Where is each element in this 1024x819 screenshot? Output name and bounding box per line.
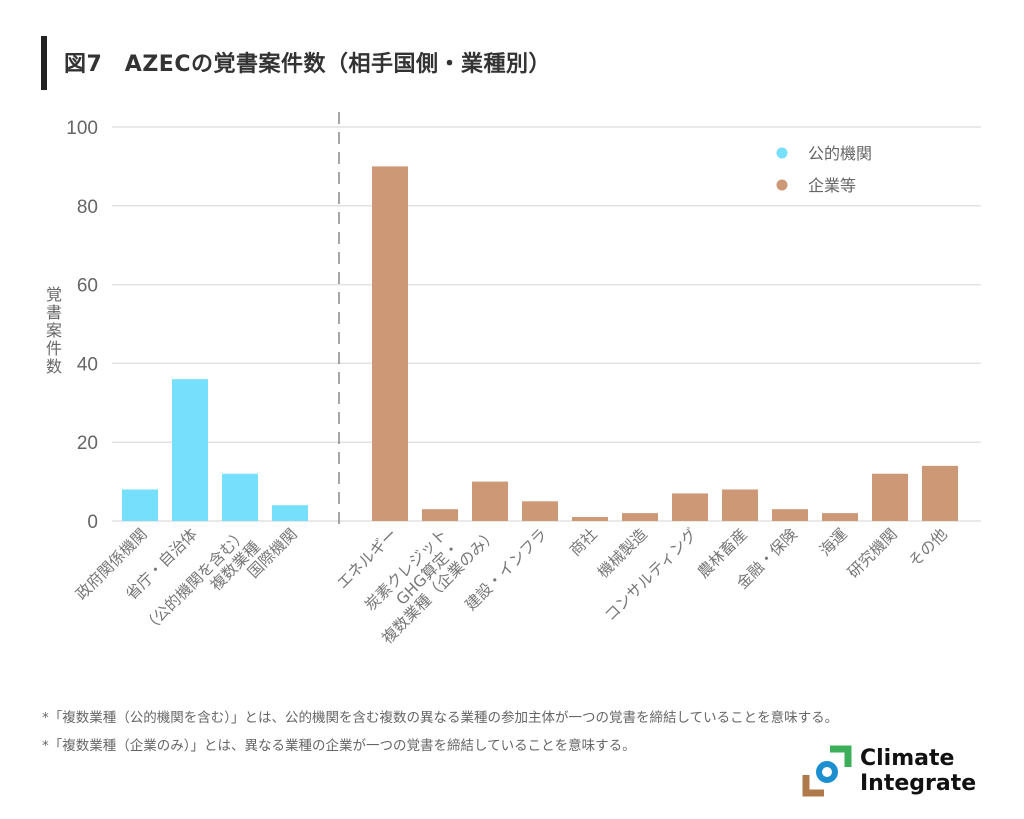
x-tick-label: その他 bbox=[905, 525, 951, 571]
y-axis-label-char: 数 bbox=[46, 357, 62, 376]
footnote-1: *「複数業種（公的機関を含む）」とは、公的機関を含む複数の異なる業種の参加主体が… bbox=[42, 710, 839, 726]
bar bbox=[272, 505, 308, 521]
x-tick-label: 研究機関 bbox=[844, 525, 901, 582]
y-tick-label: 0 bbox=[87, 512, 98, 533]
y-axis-label-char: 案 bbox=[46, 321, 62, 340]
bar bbox=[672, 493, 708, 521]
bar bbox=[622, 513, 658, 521]
y-tick-label: 40 bbox=[77, 354, 98, 375]
y-axis-label: 覚書案件数 bbox=[46, 285, 62, 376]
legend-label: 企業等 bbox=[808, 176, 856, 195]
legend-marker-icon bbox=[776, 147, 788, 159]
y-tick-label: 20 bbox=[77, 433, 98, 454]
climate-integrate-logo: Climate Integrate bbox=[800, 745, 990, 800]
bar bbox=[522, 501, 558, 521]
x-tick-label: 海運 bbox=[816, 525, 851, 560]
bar bbox=[372, 166, 408, 521]
y-tick-label: 60 bbox=[77, 276, 98, 297]
logo-mark-icon bbox=[802, 745, 852, 797]
bar bbox=[222, 473, 258, 521]
y-axis-label-char: 書 bbox=[46, 303, 62, 322]
bar bbox=[572, 517, 608, 521]
chart-title: 図7 AZECの覚書案件数（相手国側・業種別） bbox=[64, 52, 551, 77]
bars bbox=[122, 166, 958, 521]
x-tick-label: 商社 bbox=[566, 525, 601, 560]
y-axis-label-char: 覚 bbox=[46, 285, 62, 304]
y-axis-ticks: 0 20 40 60 80 100 bbox=[66, 118, 98, 533]
bar bbox=[122, 489, 158, 521]
legend-label: 公的機関 bbox=[808, 144, 872, 163]
bar bbox=[822, 513, 858, 521]
y-tick-label: 80 bbox=[77, 197, 98, 218]
bar bbox=[772, 509, 808, 521]
bar bbox=[472, 481, 508, 521]
legend-marker-icon bbox=[776, 179, 788, 191]
y-tick-label: 100 bbox=[66, 118, 98, 139]
bar bbox=[422, 509, 458, 521]
bar bbox=[922, 465, 958, 521]
footnote-2: *「複数業種（企業のみ）」とは、異なる業種の企業が一つの覚書を締結していることを… bbox=[42, 738, 636, 754]
bar bbox=[872, 473, 908, 521]
x-tick-label: コンサルティング bbox=[601, 525, 701, 625]
logo-text-climate: Climate bbox=[860, 746, 955, 771]
y-axis-label-char: 件 bbox=[46, 339, 62, 358]
title-accent-bar bbox=[41, 36, 47, 90]
bar bbox=[722, 489, 758, 521]
bar bbox=[172, 379, 208, 521]
logo-text-integrate: Integrate bbox=[860, 771, 977, 796]
